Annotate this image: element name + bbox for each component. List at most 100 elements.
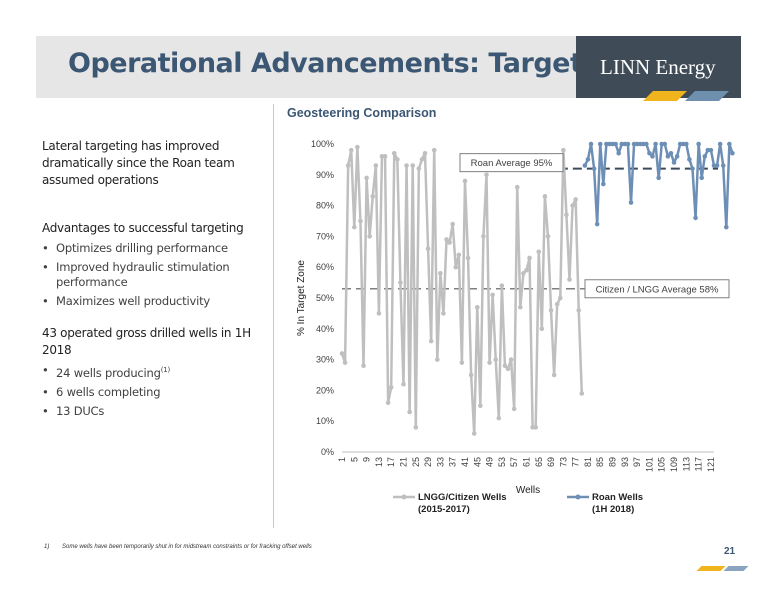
- roan-series-point: [687, 157, 692, 162]
- x-axis-title: Wells: [516, 485, 540, 496]
- x-tick-label: 97: [632, 457, 642, 467]
- list-item: 6 wells completing: [42, 385, 267, 400]
- lngg-citizen-series-point: [484, 172, 489, 178]
- lngg-citizen-series-point: [376, 311, 382, 316]
- lngg-citizen-series-point: [342, 360, 348, 365]
- wells-heading: 43 operated gross drilled wells in 1H 20…: [42, 326, 251, 357]
- roan-series-point: [597, 141, 603, 147]
- legend-label-sub: (2015-2017): [418, 504, 470, 515]
- lngg-citizen-series-point: [407, 409, 412, 415]
- roan-series-point: [668, 150, 674, 156]
- lngg-citizen-series-point: [474, 304, 480, 310]
- lngg-citizen-series-point: [382, 154, 388, 159]
- lngg-citizen-series-line: [340, 145, 584, 435]
- lngg-citizen-series-point: [351, 224, 357, 230]
- lngg-citizen-series-point: [496, 415, 502, 421]
- roan-series-point: [588, 141, 594, 147]
- x-tick-label: 121: [706, 457, 716, 472]
- lngg-citizen-series-point: [548, 308, 554, 313]
- lngg-citizen-series-point: [401, 381, 406, 387]
- x-tick-label: 57: [509, 457, 519, 467]
- x-tick-label: 113: [681, 457, 691, 471]
- lngg-citizen-series-point: [564, 212, 569, 218]
- roan-series-point: [674, 154, 680, 159]
- blue-stripe-decoration: [685, 91, 729, 101]
- lngg-citizen-series-point: [370, 194, 376, 199]
- y-tick-label: 100%: [311, 139, 334, 149]
- roan-series-point: [647, 150, 652, 156]
- y-tick-label: 90%: [316, 170, 334, 180]
- roan-series-point: [671, 160, 677, 165]
- roan-series-point: [662, 141, 668, 147]
- lngg-citizen-series-point: [539, 326, 545, 332]
- x-tick-label: 45: [472, 457, 482, 467]
- roan-series-point: [730, 150, 735, 156]
- lngg-citizen-series-point: [404, 163, 409, 168]
- lngg-citizen-series-point: [364, 175, 369, 181]
- y-axis-title: % In Target Zone: [296, 260, 307, 336]
- roan-series-point: [656, 175, 661, 181]
- lngg-citizen-series-point: [542, 194, 548, 199]
- lngg-citizen-series-point: [441, 311, 446, 316]
- lngg-citizen-series-point: [348, 147, 354, 153]
- y-tick-label: 70%: [316, 231, 334, 241]
- x-tick-label: 69: [546, 457, 556, 467]
- y-tick-label: 0%: [321, 447, 334, 457]
- lngg-citizen-series-point: [398, 280, 403, 285]
- lngg-citizen-series-point: [576, 308, 582, 313]
- lngg-citizen-series-point: [431, 147, 437, 153]
- roan-series-point: [625, 141, 631, 147]
- lngg-citizen-series-point: [468, 372, 474, 378]
- list-item-text: 24 wells producing: [56, 365, 161, 380]
- roan-series-point: [693, 215, 698, 221]
- y-tick-label: 40%: [316, 324, 334, 334]
- lngg-citizen-series-point: [428, 338, 434, 344]
- footnote: Some wells have been temporarily shut in…: [62, 544, 312, 550]
- lngg-citizen-series-point: [410, 163, 416, 168]
- logo-text: LINN Energy: [600, 55, 716, 79]
- lngg-citizen-series-point: [508, 357, 514, 362]
- legend-label: LNGG/Citizen Wells: [418, 492, 507, 503]
- roan-series-point: [665, 154, 671, 159]
- lngg-citizen-series-point: [395, 157, 400, 162]
- lngg-citizen-series-point: [388, 385, 394, 390]
- lngg-citizen-series-point: [567, 277, 572, 282]
- annotation-box: [459, 153, 564, 173]
- roan-series-point: [723, 224, 729, 230]
- roan-series-point: [591, 166, 597, 171]
- roan-series-point: [684, 141, 689, 147]
- lngg-citizen-series-point: [551, 372, 557, 378]
- lngg-citizen-series-point: [570, 203, 575, 208]
- annotation-box: [584, 279, 730, 299]
- lngg-citizen-series-point: [367, 234, 372, 239]
- y-tick-label: 60%: [316, 262, 334, 272]
- x-tick-label: 89: [608, 457, 618, 467]
- roan-series-point: [717, 141, 723, 147]
- roan-series-point: [690, 166, 695, 171]
- annotation-label: Citizen / LNGG Average 58%: [596, 284, 719, 295]
- lngg-citizen-series-point: [465, 255, 471, 261]
- footnote-number: 1): [44, 544, 50, 550]
- x-tick-label: 37: [448, 457, 458, 467]
- roan-series-point: [628, 200, 634, 205]
- x-tick-label: 33: [435, 457, 445, 467]
- list-item: Optimizes drilling performance: [42, 241, 267, 256]
- lngg-citizen-series-point: [478, 403, 483, 409]
- lngg-citizen-series-point: [438, 271, 443, 276]
- lngg-citizen-series-point: [447, 240, 452, 245]
- lngg-citizen-series-point: [419, 157, 425, 162]
- lngg-citizen-series-point: [391, 150, 397, 156]
- x-tick-label: 13: [374, 457, 384, 467]
- x-tick-label: 41: [460, 457, 470, 467]
- roan-series-point: [699, 175, 705, 181]
- lngg-citizen-series-point: [518, 304, 523, 310]
- legend-label: Roan Wells: [592, 492, 643, 503]
- left-text-panel: Lateral targeting has improved dramatica…: [42, 138, 267, 419]
- lngg-citizen-series-point: [573, 197, 578, 202]
- x-tick-label: 109: [669, 457, 679, 472]
- lngg-citizen-series-point: [358, 218, 363, 224]
- lngg-citizen-series-point: [502, 363, 508, 369]
- x-tick-label: 93: [620, 457, 630, 467]
- lngg-citizen-series-point: [413, 425, 419, 430]
- lngg-citizen-series-point: [487, 360, 492, 365]
